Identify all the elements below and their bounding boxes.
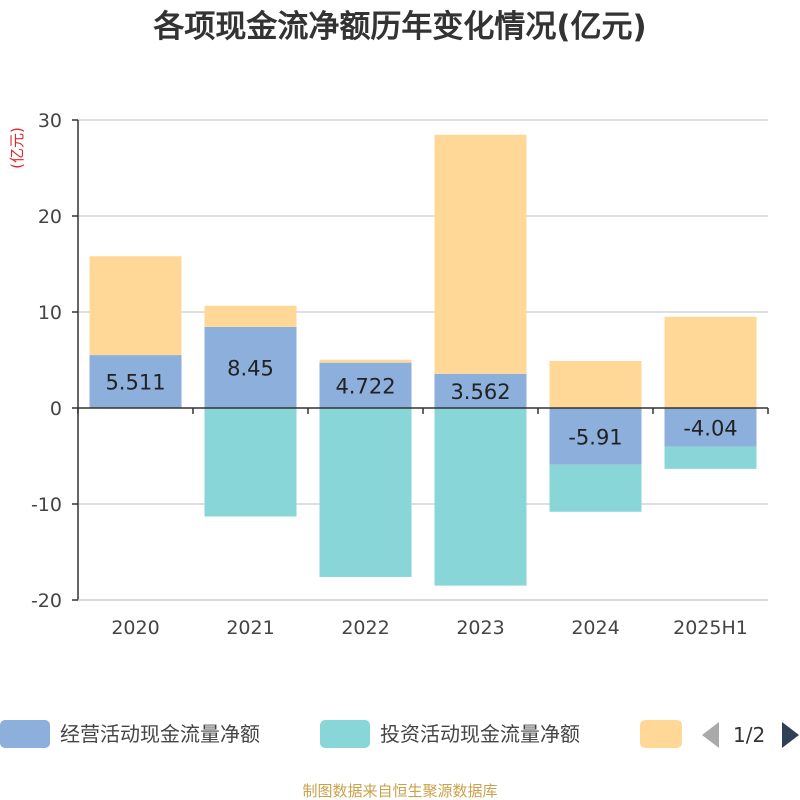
bar-1-2021[interactable] — [204, 408, 297, 517]
legend-next-page-icon[interactable] — [782, 722, 799, 748]
data-label-2021: 8.45 — [227, 356, 274, 380]
bar-2-2023[interactable] — [434, 134, 527, 374]
legend-label-0[interactable]: 经营活动现金流量净额 — [60, 722, 260, 746]
y-tick-label-5: -20 — [31, 590, 62, 612]
bars — [89, 134, 757, 586]
y-tick-label-1: 20 — [38, 206, 62, 228]
y-tick-label-2: 10 — [38, 302, 62, 324]
bar-2-2024[interactable] — [549, 360, 642, 408]
bar-0-2021[interactable] — [204, 326, 297, 408]
bar-1-2025H1[interactable] — [664, 446, 757, 469]
y-tick-label-0: 30 — [38, 110, 62, 132]
y-axis-ticks: 30 20 10 0 -10 -20 — [31, 110, 62, 612]
data-label-2022: 4.722 — [335, 374, 395, 398]
x-tick-label-2024: 2024 — [571, 617, 619, 639]
bar-0-2025H1[interactable] — [664, 408, 757, 447]
bar-1-2023[interactable] — [434, 408, 527, 586]
x-tick-label-2020: 2020 — [111, 617, 159, 639]
legend-page-indicator: 1/2 — [733, 723, 765, 747]
legend-prev-page-icon[interactable] — [702, 722, 719, 748]
data-label-2023: 3.562 — [450, 380, 510, 404]
data-source-note: 制图数据来自恒生聚源数据库 — [302, 782, 497, 800]
data-label-2020: 5.511 — [105, 371, 165, 395]
x-tick-label-2021: 2021 — [226, 617, 274, 639]
y-tick-label-4: -10 — [31, 494, 62, 516]
legend-swatch-1[interactable] — [320, 720, 370, 748]
bar-0-2024[interactable] — [549, 408, 642, 465]
bar-2-2022[interactable] — [319, 359, 412, 363]
y-tick-label-3: 0 — [50, 398, 62, 420]
legend-swatch-0[interactable] — [0, 720, 50, 748]
data-label-2025H1: -4.04 — [683, 416, 737, 440]
bar-2-2021[interactable] — [204, 305, 297, 327]
bar-1-2022[interactable] — [319, 408, 412, 577]
axes — [72, 119, 769, 601]
x-tick-label-2025H1: 2025H1 — [673, 617, 748, 639]
data-labels: 5.511 8.45 4.722 3.562 -5.91 -4.04 — [105, 356, 737, 449]
bar-2-2020[interactable] — [89, 256, 182, 356]
x-tick-label-2022: 2022 — [341, 617, 389, 639]
chart-title: 各项现金流净额历年变化情况(亿元) — [152, 9, 646, 45]
x-tick-label-2023: 2023 — [456, 617, 504, 639]
y-axis-unit: (亿元) — [8, 127, 26, 169]
bar-2-2025H1[interactable] — [664, 316, 757, 408]
legend-label-1[interactable]: 投资活动现金流量净额 — [380, 722, 580, 746]
bar-1-2024[interactable] — [549, 464, 642, 512]
data-label-2024: -5.91 — [568, 425, 622, 449]
bar-0-2020[interactable] — [89, 355, 182, 408]
bar-0-2022[interactable] — [319, 362, 412, 408]
legend: 经营活动现金流量净额 投资活动现金流量净额 1/2 — [0, 720, 799, 748]
legend-swatch-2[interactable] — [640, 720, 682, 748]
bar-0-2023[interactable] — [434, 373, 527, 408]
x-axis-ticks: 2020 2021 2022 2023 2024 2025H1 — [111, 617, 748, 639]
